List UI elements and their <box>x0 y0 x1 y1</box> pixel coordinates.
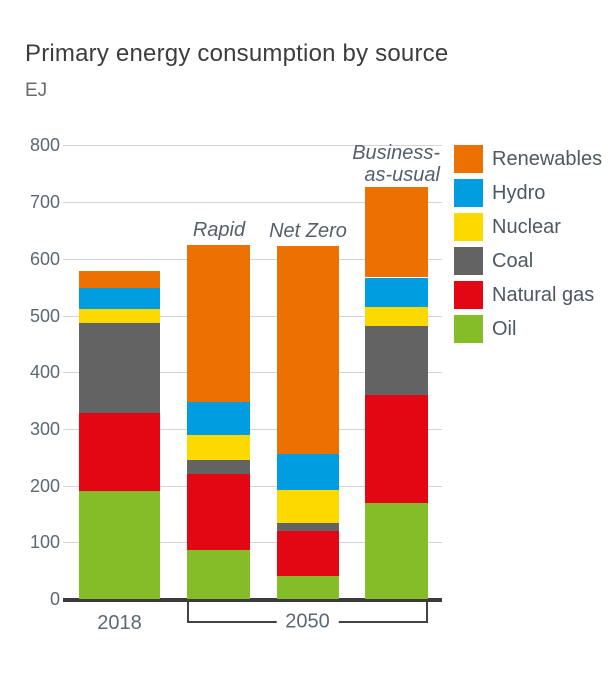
x-axis-label-2050: 2050 <box>276 610 339 634</box>
legend-row-renewables: Renewables <box>454 145 602 173</box>
legend-label: Renewables <box>492 148 603 170</box>
legend-row-hydro: Hydro <box>454 179 602 207</box>
y-tick-label-0: 0 <box>49 589 60 609</box>
legend-label: Hydro <box>492 182 546 204</box>
y-tick-label-800: 800 <box>29 135 60 155</box>
legend-label: Coal <box>492 250 534 272</box>
y-tick-label-200: 200 <box>29 476 60 496</box>
bar-segment-rapid-natural-gas <box>187 474 250 550</box>
y-tick-label-500: 500 <box>29 306 60 326</box>
bar-segment-2018-coal <box>79 323 160 413</box>
scenario-label-net-zero: Net Zero <box>269 220 347 242</box>
legend-swatch-icon-natural-gas <box>454 281 483 309</box>
bar-segment-net-zero-nuclear <box>277 490 339 523</box>
scenario-label-rapid: Rapid <box>192 219 246 241</box>
gridline-300 <box>63 429 442 430</box>
legend-label: Natural gas <box>492 284 595 306</box>
legend-swatch-icon-renewables <box>454 145 483 173</box>
bar-segment-net-zero-hydro <box>277 454 339 491</box>
gridline-600 <box>63 259 442 260</box>
legend-swatch-icon-coal <box>454 247 483 275</box>
y-tick-label-600: 600 <box>29 249 60 269</box>
gridline-400 <box>63 372 442 373</box>
legend-row-coal: Coal <box>454 247 602 275</box>
legend-label: Oil <box>492 318 517 340</box>
bar-segment-business-as-usual-coal <box>365 325 428 396</box>
bar-segment-rapid-hydro <box>187 401 250 435</box>
legend-row-nuclear: Nuclear <box>454 213 602 241</box>
y-tick-label-100: 100 <box>29 532 60 552</box>
bar-segment-rapid-coal <box>187 460 250 475</box>
y-tick-label-700: 700 <box>29 192 60 212</box>
bar-segment-rapid-nuclear <box>187 434 250 461</box>
y-tick-label-300: 300 <box>29 419 60 439</box>
bar-segment-business-as-usual-nuclear <box>365 307 428 326</box>
bar-segment-rapid-renewables <box>187 245 250 402</box>
legend-swatch-icon-oil <box>454 315 483 343</box>
x-axis-line <box>63 598 442 602</box>
bar-segment-2018-natural-gas <box>79 413 160 492</box>
bar-segment-net-zero-natural-gas <box>277 531 339 577</box>
legend: Renewables Hydro Nuclear Coal Natural gas Oil <box>454 145 602 349</box>
bar-segment-net-zero-renewables <box>277 245 339 455</box>
gridline-100 <box>63 542 442 543</box>
gridline-200 <box>63 486 442 487</box>
legend-swatch-icon-nuclear <box>454 213 483 241</box>
gridline-500 <box>63 316 442 317</box>
legend-row-oil: Oil <box>454 315 602 343</box>
bar-segment-business-as-usual-oil <box>365 502 428 599</box>
legend-swatch-icon-hydro <box>454 179 483 207</box>
bar-segment-2018-renewables <box>79 271 160 289</box>
chart-unit-label: EJ <box>25 80 48 101</box>
gridline-700 <box>63 202 442 203</box>
bar-segment-net-zero-coal <box>277 523 339 531</box>
bar-segment-business-as-usual-hydro <box>365 277 428 307</box>
x-axis-2050-bracket: 2050 <box>187 602 428 634</box>
bar-segment-2018-oil <box>79 491 160 599</box>
x-axis-label-2018: 2018 <box>97 612 142 634</box>
scenario-label-business-as-usual: Business- as-usual <box>352 142 440 186</box>
y-tick-label-400: 400 <box>29 362 60 382</box>
legend-row-natural-gas: Natural gas <box>454 281 602 309</box>
chart-title: Primary energy consumption by source <box>25 40 449 67</box>
bar-segment-net-zero-oil <box>277 576 339 599</box>
bar-segment-rapid-oil <box>187 549 250 599</box>
bar-segment-business-as-usual-natural-gas <box>365 395 428 503</box>
legend-label: Nuclear <box>492 216 561 238</box>
bar-segment-2018-hydro <box>79 288 160 310</box>
bar-segment-business-as-usual-renewables <box>365 186 428 278</box>
bar-segment-2018-nuclear <box>79 309 160 324</box>
gridline-800 <box>63 145 442 146</box>
